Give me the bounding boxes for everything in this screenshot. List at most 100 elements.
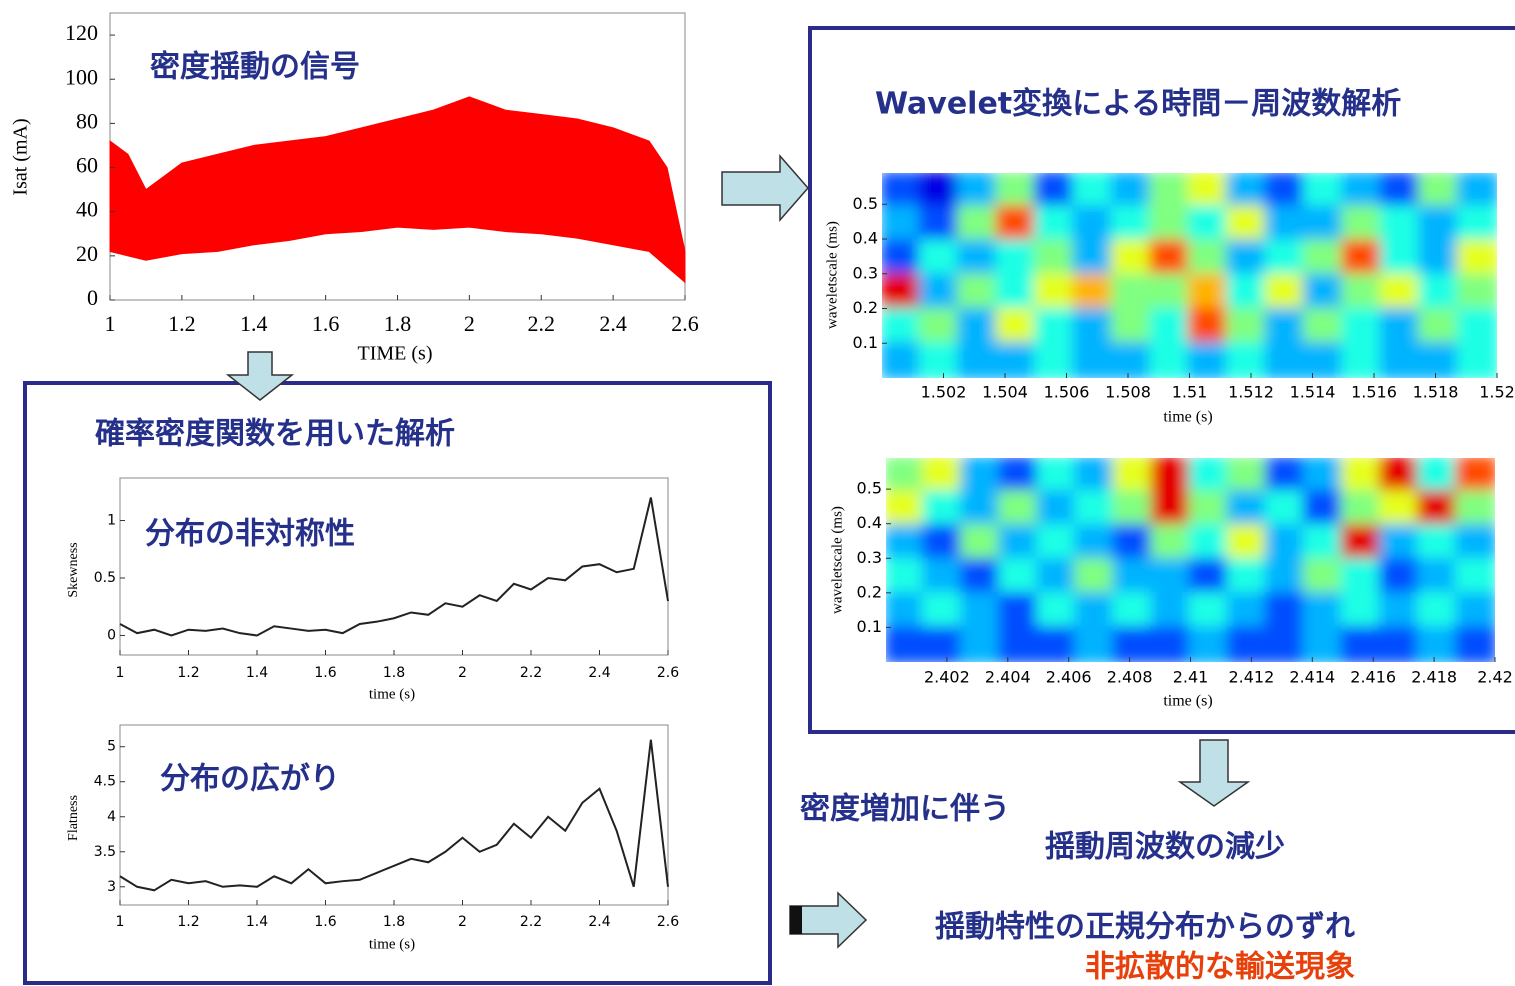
heatmap-cell	[1379, 456, 1421, 494]
x-tick-label: 1.516	[1351, 383, 1397, 402]
heatmap-cell	[1341, 274, 1383, 312]
heatmap-cell	[960, 456, 1002, 494]
heatmap-cell	[957, 239, 999, 277]
y-tick-label: 3	[107, 879, 116, 895]
heatmap-cell	[995, 171, 1037, 209]
heatmap-cell	[884, 524, 926, 562]
heatmap-cell	[1112, 592, 1154, 630]
heatmap-cell	[1455, 592, 1497, 630]
heatmap-cell	[1189, 592, 1231, 630]
y-tick-label: 0	[87, 285, 98, 310]
x-axis-label: time (s)	[369, 686, 415, 702]
heatmap-cell	[1189, 524, 1231, 562]
heatmap-cell	[918, 171, 960, 209]
heatmap-cell	[1149, 171, 1191, 209]
heatmap-cell	[1417, 558, 1459, 596]
heatmap-cell	[922, 558, 964, 596]
heatmap-cell	[1341, 558, 1383, 596]
heatmap-cell	[1034, 171, 1076, 209]
x-tick-label: 2.42	[1477, 668, 1513, 687]
heatmap-cell	[1380, 239, 1422, 277]
x-tick-label: 1.8	[383, 914, 405, 930]
heatmap-cell	[1455, 558, 1497, 596]
heatmap-cell	[1265, 626, 1307, 664]
y-tick-label: 1	[107, 513, 116, 529]
x-tick-label: 2.404	[985, 668, 1031, 687]
heatmap-cell	[1303, 342, 1345, 380]
heatmap-cell	[1226, 342, 1268, 380]
x-tick-label: 1.6	[312, 311, 340, 336]
x-tick-label: 1	[116, 914, 125, 930]
x-tick-label: 1.2	[168, 311, 196, 336]
heatmap-cell	[1226, 274, 1268, 312]
y-tick-label: 120	[65, 20, 98, 45]
heatmap-cell	[1074, 490, 1116, 528]
x-tick-label: 1.504	[982, 383, 1028, 402]
heatmap-cell	[1150, 524, 1192, 562]
heatmap-cell	[1149, 308, 1191, 346]
heatmap-cell	[1418, 239, 1460, 277]
section-title: 確率密度関数を用いた解析	[95, 417, 455, 452]
heatmap-cell	[880, 239, 922, 277]
x-tick-label: 2.414	[1289, 668, 1335, 687]
heatmap-cell	[998, 490, 1040, 528]
heatmap-cell	[884, 490, 926, 528]
y-tick-label: 80	[76, 108, 98, 133]
x-tick-label: 2.408	[1107, 668, 1153, 687]
heatmap-cell	[1072, 308, 1114, 346]
arrow	[722, 156, 808, 220]
x-tick-label: 1.506	[1044, 383, 1090, 402]
heatmap-cell	[1455, 524, 1497, 562]
heatmap-cell	[1418, 308, 1460, 346]
heatmap-cell	[1150, 592, 1192, 630]
plot-area	[120, 725, 668, 905]
x-tick-label: 2	[464, 311, 475, 336]
heatmap-cell	[1189, 558, 1231, 596]
heatmap-cell	[1112, 558, 1154, 596]
arrow	[228, 352, 292, 400]
heatmap-cell	[1149, 274, 1191, 312]
heatmap-cell	[1036, 558, 1078, 596]
heatmap-cell	[960, 592, 1002, 630]
heatmap-cell	[1380, 171, 1422, 209]
heatmap-cell	[1227, 558, 1269, 596]
note: 非拡散的な輸送現象	[1085, 950, 1355, 985]
heatmap-cell	[1303, 626, 1345, 664]
heatmap	[880, 171, 1499, 380]
x-axis-label: time (s)	[369, 936, 415, 952]
heatmap-cell	[1455, 456, 1497, 494]
heatmap-cell	[1341, 239, 1383, 277]
x-axis-label: TIME (s)	[358, 343, 433, 365]
heatmap-cell	[918, 308, 960, 346]
heatmap-cell	[995, 308, 1037, 346]
heatmap-cell	[995, 205, 1037, 243]
heatmap-cell	[1111, 274, 1153, 312]
y-axis-label: waveletscale (ms)	[829, 506, 845, 614]
heatmap-cell	[1380, 342, 1422, 380]
heatmap-cell	[1227, 592, 1269, 630]
heatmap-cell	[1226, 205, 1268, 243]
x-tick-label: 1.514	[1290, 383, 1336, 402]
x-tick-label: 2.6	[657, 665, 679, 681]
heatmap-cell	[1457, 171, 1499, 209]
heatmap-cell	[960, 558, 1002, 596]
x-tick-label: 1.52	[1479, 383, 1515, 402]
heatmap-cell	[1303, 171, 1345, 209]
heatmap-cell	[995, 239, 1037, 277]
heatmap-cell	[918, 274, 960, 312]
heatmap-cell	[957, 171, 999, 209]
heatmap-cell	[1264, 308, 1306, 346]
heatmap-cell	[1341, 592, 1383, 630]
y-tick-label: 3.5	[94, 844, 116, 860]
heatmap-cell	[880, 171, 922, 209]
heatmap-cell	[1072, 274, 1114, 312]
heatmap-cell	[1341, 171, 1383, 209]
x-tick-label: 2.2	[528, 311, 556, 336]
heatmap-cell	[1226, 239, 1268, 277]
heatmap-cell	[1341, 626, 1383, 664]
heatmap-cell	[1457, 342, 1499, 380]
y-tick-label: 40	[76, 197, 98, 222]
heatmap-cell	[1188, 274, 1230, 312]
heatmap-cell	[922, 456, 964, 494]
heatmap-cell	[1149, 342, 1191, 380]
